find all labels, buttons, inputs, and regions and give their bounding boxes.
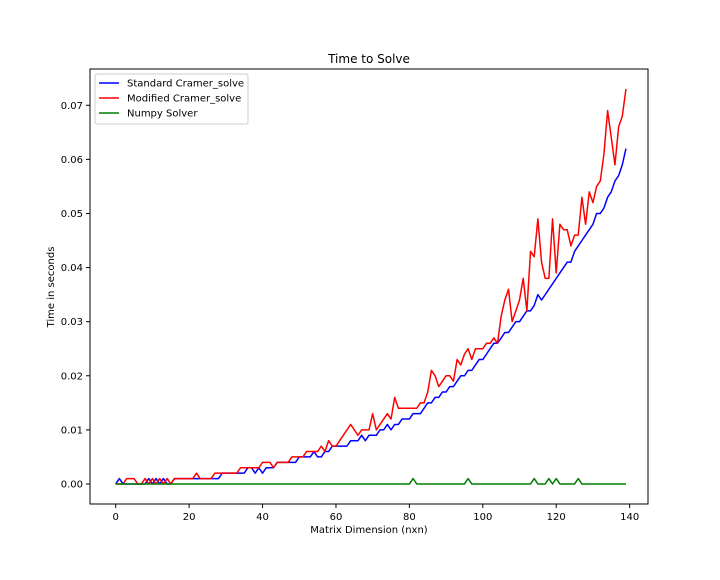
- series-line-2: [115, 477, 626, 485]
- y-tick-label: 0.04: [61, 263, 83, 274]
- x-tick-label: 40: [256, 512, 269, 523]
- y-tick-label: 0.07: [61, 101, 83, 112]
- y-tick-label: 0.00: [61, 479, 83, 490]
- plot-area: [115, 88, 627, 485]
- x-axis-label: Matrix Dimension (nxn): [310, 525, 427, 536]
- x-tick-label: 0: [113, 512, 119, 523]
- y-tick-label: 0.01: [61, 425, 83, 436]
- y-axis: 0.00 0.01 0.02 0.03 0.04 0.05 0.06 0.07: [61, 101, 90, 490]
- x-axis: 0 20 40 60 80 100 120 140: [113, 504, 639, 523]
- x-tick-label: 60: [330, 512, 343, 523]
- chart-title: Time to Solve: [327, 52, 410, 66]
- series-line-1: [115, 88, 627, 485]
- x-tick-label: 80: [403, 512, 416, 523]
- y-tick-label: 0.03: [61, 317, 83, 328]
- plot-frame: [89, 68, 649, 505]
- x-tick-label: 120: [547, 512, 566, 523]
- y-axis-label: Time in seconds: [46, 247, 57, 329]
- legend: Standard Cramer_solve Modified Cramer_sol…: [94, 73, 249, 125]
- x-tick-label: 100: [473, 512, 492, 523]
- legend-label-0: Standard Cramer_solve: [127, 79, 244, 90]
- y-tick-label: 0.05: [61, 209, 83, 220]
- legend-label-1: Modified Cramer_solve: [127, 94, 241, 105]
- x-tick-label: 140: [620, 512, 639, 523]
- legend-box: [94, 73, 249, 125]
- x-tick-label: 20: [183, 512, 196, 523]
- y-tick-label: 0.02: [61, 371, 83, 382]
- y-tick-label: 0.06: [61, 155, 83, 166]
- legend-label-2: Numpy Solver: [127, 109, 198, 120]
